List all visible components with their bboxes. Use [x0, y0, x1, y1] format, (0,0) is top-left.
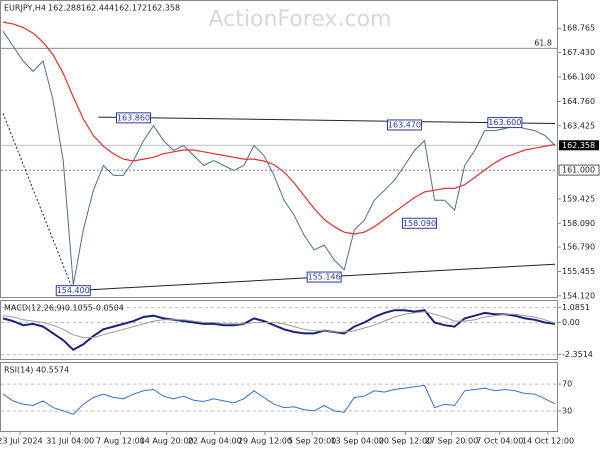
- x-tick-label: 27 Sep 20:00: [425, 437, 478, 446]
- macd-frame: [0, 300, 558, 360]
- level-name: 61.8: [534, 39, 552, 48]
- rsi-frame: [0, 362, 558, 432]
- x-tick-label: 7 Oct 04:00: [476, 437, 523, 446]
- panel-value: -0.0504: [93, 304, 124, 313]
- ohlc-value: 162.444: [81, 4, 114, 13]
- annotation-box: [115, 112, 151, 124]
- watermark: ActionForex.com: [209, 7, 392, 32]
- last-price-label: 162.358: [562, 141, 595, 150]
- annotation-label: 163.470: [388, 120, 421, 129]
- y-tick-label: -2.3514: [562, 350, 593, 359]
- x-tick-label: 22 Aug 04:00: [188, 437, 242, 446]
- y-tick-label: 154.120: [562, 291, 595, 300]
- y-tick-label: 155.455: [562, 267, 595, 276]
- series-line: [2, 309, 556, 352]
- y-tick-label: 30: [562, 406, 572, 415]
- x-tick-label: 7 Aug 12:00: [96, 437, 145, 446]
- x-tick-label: 14 Aug 20:00: [140, 437, 194, 446]
- y-tick-label: 70: [562, 380, 572, 389]
- x-tick-label: 20 Sep 12:00: [379, 437, 432, 446]
- x-tick-label: 31 Jul 04:00: [46, 437, 94, 446]
- x-tick-label: 13 Sep 04:00: [331, 437, 384, 446]
- symbol: EURJPY,H4: [4, 4, 46, 13]
- series-line: [2, 21, 556, 235]
- x-tick-label: 14 Oct 12:00: [522, 437, 574, 446]
- trendline: [2, 113, 74, 291]
- series-line: [2, 30, 556, 285]
- main-frame: [0, 0, 558, 298]
- ohlc-value: 162.172: [114, 4, 147, 13]
- y-tick-label: 156.790: [562, 243, 595, 252]
- y-tick-label: 164.760: [562, 97, 595, 106]
- y-tick-label: 168.765: [562, 24, 595, 33]
- trendline: [98, 116, 556, 125]
- annotation-box: [55, 285, 91, 297]
- y-tick-label: 1.0851: [562, 303, 590, 312]
- x-tick-label: 23 Jul 2024: [0, 437, 43, 446]
- y-tick-label: 163.425: [562, 121, 595, 130]
- y-tick-label: 159.425: [562, 194, 595, 203]
- annotation-label: 163.600: [488, 118, 521, 127]
- close-value: 162.358: [147, 4, 180, 13]
- annotation-box: [386, 119, 422, 131]
- annotation-label: 155.146: [308, 273, 341, 282]
- series-line: [2, 384, 556, 415]
- y-tick-label: 166.100: [562, 72, 595, 81]
- annotation-box: [487, 117, 523, 129]
- annotation-label: 163.860: [117, 113, 150, 122]
- x-tick-label: 29 Aug 12:00: [238, 437, 292, 446]
- y-tick-label: 158.090: [562, 219, 595, 228]
- panel-title: RSI(14): [4, 366, 33, 375]
- annotation-label: 154.400: [57, 286, 90, 295]
- y-tick-label: 0.00: [562, 318, 580, 327]
- annotation-box: [306, 271, 342, 283]
- annotation-box: [402, 217, 438, 229]
- series-line: [2, 311, 556, 338]
- annotation-label: 158.090: [403, 219, 436, 228]
- panel-value: -0.1055: [62, 304, 93, 313]
- ohlc-value: 162.288: [48, 4, 81, 13]
- y-tick-label: 167.430: [562, 48, 595, 57]
- level-label: 161.000: [562, 166, 595, 175]
- panel-value: 40.5574: [36, 366, 69, 375]
- level-tag: [558, 164, 600, 176]
- panel-title: MACD(12,26,9): [4, 304, 65, 313]
- x-tick-label: 5 Sep 20:00: [288, 437, 336, 446]
- last-price-tag: [559, 140, 599, 151]
